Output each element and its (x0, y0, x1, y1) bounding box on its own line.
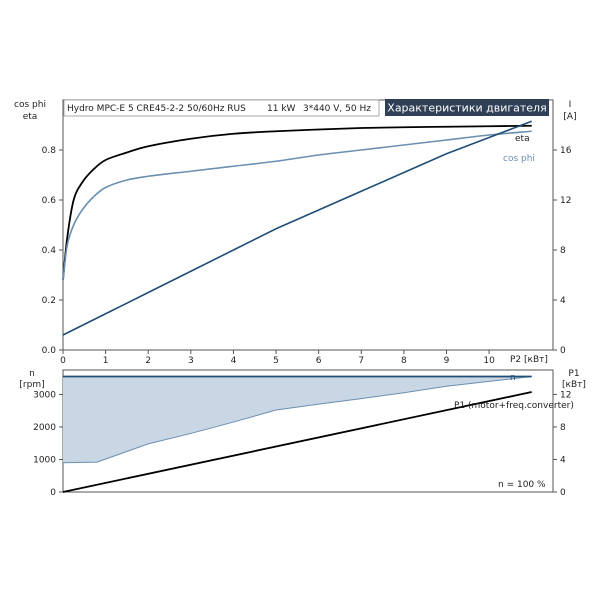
lower-right-label-unit: [кВт] (562, 380, 586, 390)
x-tick-label: 0 (60, 356, 66, 366)
eta-curve (62, 124, 532, 281)
upper-plot-frame (62, 99, 554, 351)
x-tick-label: 10 (483, 356, 495, 366)
lower-y-left-tick-label: 1000 (33, 455, 56, 465)
x-tick-label: 3 (188, 356, 194, 366)
current-curve (62, 120, 532, 336)
upper-left-label-eta: eta (23, 112, 38, 122)
cosphi-series-label: cos phi (503, 154, 535, 164)
upper-left-label-cosphi: cos phi (14, 100, 46, 110)
lower-right-label-p1: P1 (568, 369, 579, 379)
header-supply: 3*440 V, 50 Hz (303, 104, 371, 114)
header-product: Hydro MPC-E 5 CRE45-2-2 50/60Hz RUS (67, 104, 246, 114)
x-tick-label: 2 (145, 356, 151, 366)
x-tick-label: 1 (103, 356, 109, 366)
lower-y-left-tick-label: 0 (50, 488, 56, 498)
y-left-tick-label: 0.8 (42, 146, 57, 156)
y-right-tick-label: 8 (560, 246, 566, 256)
p1-series-label: P1 (motor+freq.converter) (454, 401, 574, 411)
title-box (385, 99, 549, 116)
upper-right-label-unit: [A] (563, 112, 576, 122)
lower-y-right-tick-label: 12 (560, 390, 571, 400)
y-left-tick-label: 0.6 (42, 196, 57, 206)
lower-y-right-tick-label: 8 (560, 423, 566, 433)
x-tick-label: 8 (401, 356, 407, 366)
cos-phi-curve (62, 130, 532, 281)
x-tick-label: 5 (273, 356, 279, 366)
lower-y-left-tick-label: 2000 (33, 423, 56, 433)
eta-series-label: eta (515, 134, 530, 144)
upper-x-label: P2 [кВт] (510, 355, 548, 365)
x-tick-label: 4 (231, 356, 237, 366)
y-left-tick-label: 0.0 (42, 346, 57, 356)
header-box (63, 99, 380, 117)
speed-range-band (63, 376, 532, 463)
upper-right-label-i: I (569, 100, 572, 110)
speed-min-curve (62, 376, 532, 464)
y-right-tick-label: 16 (560, 146, 572, 156)
y-right-tick-label: 12 (560, 196, 571, 206)
y-left-tick-label: 0.2 (42, 296, 56, 306)
y-right-tick-label: 4 (560, 296, 566, 306)
n-series-label: n (510, 373, 516, 383)
p1-curve (62, 391, 532, 493)
lower-y-right-tick-label: 0 (560, 488, 566, 498)
x-tick-label: 6 (316, 356, 322, 366)
lower-left-label-n: n (29, 369, 35, 379)
x-tick-label: 7 (358, 356, 364, 366)
header-power: 11 kW (267, 104, 296, 114)
speed-note: n = 100 % (498, 480, 546, 490)
y-right-tick-label: 0 (560, 346, 566, 356)
lower-y-left-tick-label: 3000 (33, 390, 56, 400)
chart-title: Характеристики двигателя (387, 102, 546, 115)
lower-y-right-tick-label: 4 (560, 455, 566, 465)
lower-left-label-rpm: [rpm] (19, 380, 44, 390)
y-left-tick-label: 0.4 (42, 246, 57, 256)
x-tick-label: 9 (444, 356, 450, 366)
